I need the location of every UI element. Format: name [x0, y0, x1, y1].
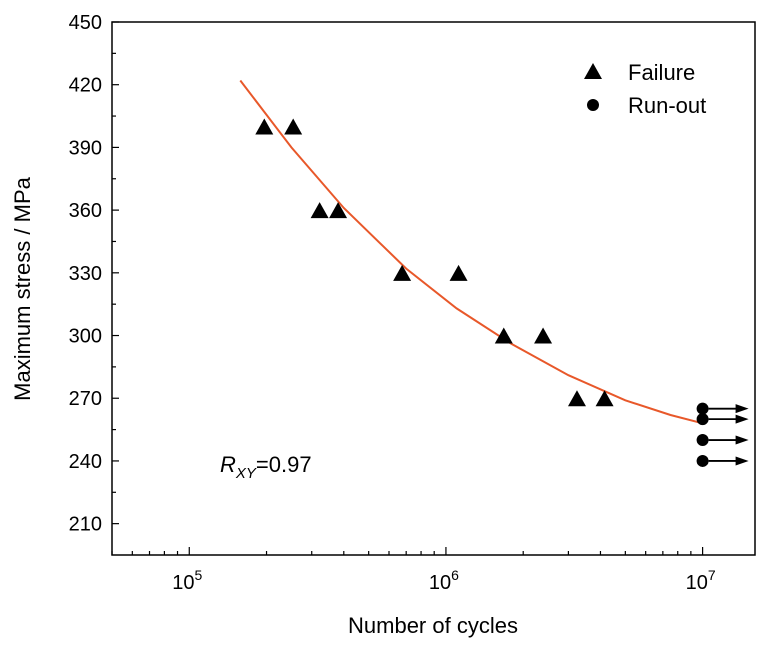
y-axis-title: Maximum stress / MPa	[10, 176, 35, 400]
legend-failure-label: Failure	[628, 60, 695, 85]
runout-arrow-head	[735, 414, 749, 424]
x-tick-label-base: 10	[686, 572, 708, 594]
runout-arrow-head	[735, 435, 749, 445]
rxy-r: R	[220, 452, 236, 477]
failure-marker	[534, 327, 553, 344]
failure-marker	[329, 202, 348, 219]
x-axis-title: Number of cycles	[348, 613, 518, 638]
y-tick-label: 240	[69, 451, 102, 473]
failure-marker	[310, 202, 329, 219]
x-tick-label-exponent: 7	[708, 567, 716, 583]
runout-marker	[696, 413, 709, 426]
legend-runout-label: Run-out	[628, 93, 706, 118]
failure-marker	[595, 390, 614, 407]
failure-marker	[567, 390, 586, 407]
rxy-value: =0.97	[256, 452, 312, 477]
y-tick-label: 300	[69, 326, 102, 348]
x-tick-label: 105	[172, 567, 202, 594]
y-tick-label: 390	[69, 137, 102, 159]
data-markers	[255, 118, 749, 467]
legend-runout-marker	[587, 99, 599, 111]
y-tick-label: 330	[69, 263, 102, 285]
y-tick-label: 360	[69, 200, 102, 222]
x-tick-label-exponent: 6	[451, 567, 459, 583]
x-tick-label: 106	[429, 567, 459, 594]
x-tick-label-exponent: 5	[194, 567, 202, 583]
legend: Failure Run-out	[584, 60, 706, 118]
x-axis-ticks: 105 106 107	[111, 547, 716, 594]
failure-marker	[284, 118, 303, 135]
y-tick-label: 210	[69, 514, 102, 536]
x-tick-label-base: 10	[172, 572, 194, 594]
failure-marker	[255, 118, 274, 135]
rxy-subscript: XY	[235, 465, 257, 482]
y-tick-label: 450	[69, 12, 102, 34]
legend-failure-marker	[584, 63, 602, 79]
runout-marker	[696, 454, 709, 467]
x-tick-label: 107	[686, 567, 716, 594]
failure-marker	[494, 327, 513, 344]
y-axis-ticks: 210 240 270 300 330 360 390 420 450	[69, 12, 119, 536]
y-tick-label: 270	[69, 388, 102, 410]
plot-frame	[111, 21, 756, 556]
runout-arrow-head	[735, 404, 749, 414]
y-tick-label: 420	[69, 75, 102, 97]
runout-arrow-head	[735, 456, 749, 466]
runout-marker	[696, 434, 709, 447]
failure-marker	[449, 264, 468, 281]
runout-marker	[696, 402, 709, 415]
rxy-annotation: RXY=0.97	[220, 452, 312, 482]
failure-marker	[393, 264, 412, 281]
fit-curve	[239, 79, 703, 425]
x-tick-label-base: 10	[429, 572, 451, 594]
